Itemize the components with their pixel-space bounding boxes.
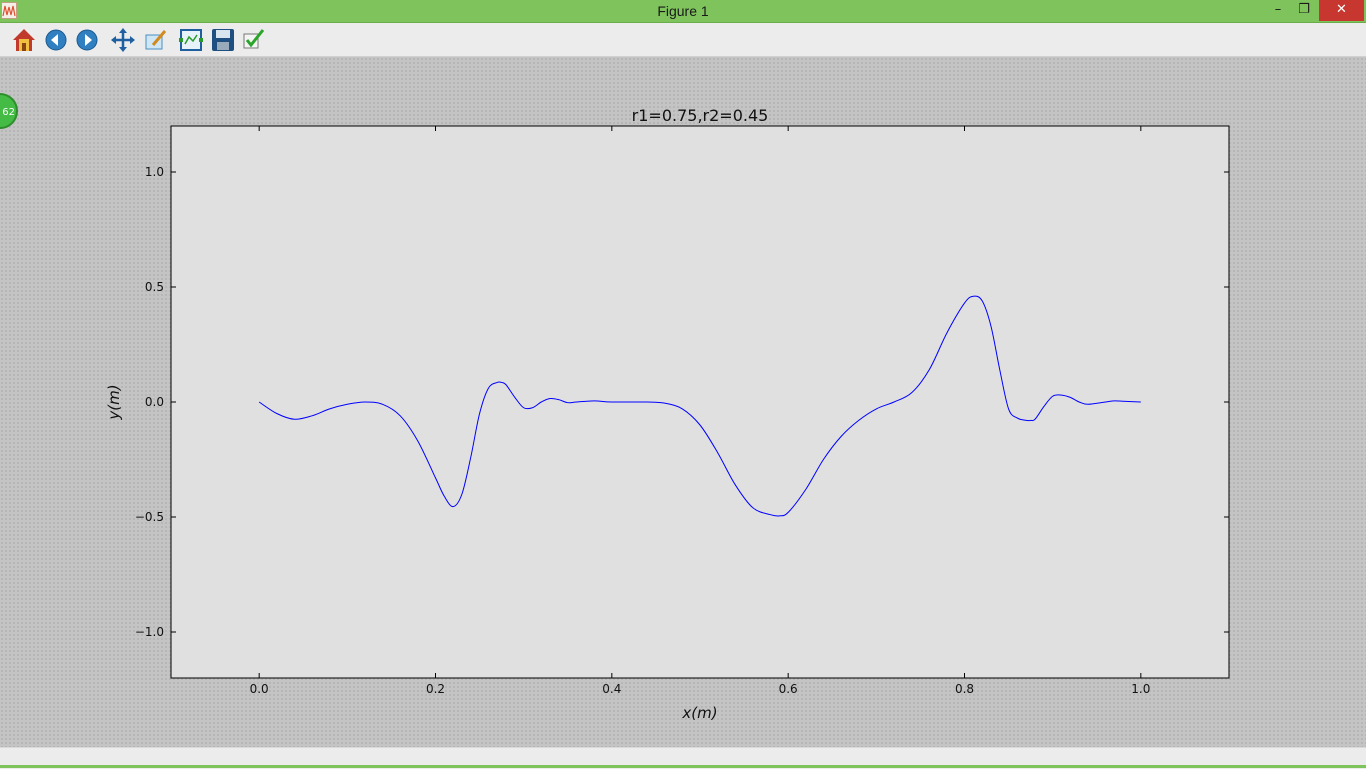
x-axis-label: x(m) <box>681 704 717 722</box>
x-tick-label: 0.2 <box>426 682 445 696</box>
edit-parameters-button[interactable] <box>143 27 169 53</box>
y-tick-label: 1.0 <box>145 165 164 179</box>
apply-icon <box>243 29 265 49</box>
line-chart: 0.0 0.2 0.4 0.6 0.8 1.0 1.0 0.5 0.0 −0.5 −1.0 r1=0… <box>105 106 1230 722</box>
pan-icon <box>111 28 135 52</box>
save-icon <box>212 29 234 51</box>
x-tick-label: 0.0 <box>250 682 269 696</box>
window-titlebar: Figure 1 – ❐ ✕ <box>0 0 1366 23</box>
home-button[interactable] <box>11 27 37 53</box>
status-accent-line <box>0 765 1366 768</box>
x-tick-label: 1.0 <box>1131 682 1150 696</box>
minimize-button[interactable]: – <box>1274 2 1282 17</box>
plot-area <box>170 125 1230 679</box>
app-icon <box>1 2 17 19</box>
chart-title: r1=0.75,r2=0.45 <box>632 106 769 125</box>
y-tick-label: 0.0 <box>145 395 164 409</box>
maximize-button[interactable]: ❐ <box>1298 2 1310 17</box>
x-tick-label: 0.4 <box>602 682 621 696</box>
edit-parameters-icon <box>145 30 167 50</box>
figure-canvas: 62 0.0 0.2 0.4 0.6 0.8 1.0 1.0 0.5 0.0 −0.5 −1.0 r… <box>0 57 1366 747</box>
forward-button[interactable] <box>74 27 100 53</box>
save-button[interactable] <box>210 27 236 53</box>
home-icon <box>13 29 35 51</box>
close-button[interactable]: ✕ <box>1319 0 1364 21</box>
y-tick-label: −0.5 <box>135 510 164 524</box>
y-tick-label: 0.5 <box>145 280 164 294</box>
x-tick-label: 0.6 <box>779 682 798 696</box>
back-icon <box>45 29 67 51</box>
back-button[interactable] <box>43 27 69 53</box>
forward-icon <box>76 29 98 51</box>
window-title: Figure 1 <box>657 3 709 19</box>
y-tick-label: −1.0 <box>135 625 164 639</box>
configure-subplots-icon <box>179 29 203 51</box>
x-tick-label: 0.8 <box>955 682 974 696</box>
pan-button[interactable] <box>110 27 136 53</box>
navigation-toolbar <box>0 23 1366 57</box>
series-line <box>258 295 1141 517</box>
apply-button[interactable] <box>241 27 267 53</box>
configure-subplots-button[interactable] <box>178 27 204 53</box>
y-axis-label: y(m) <box>105 384 123 420</box>
status-bar <box>0 747 1366 769</box>
